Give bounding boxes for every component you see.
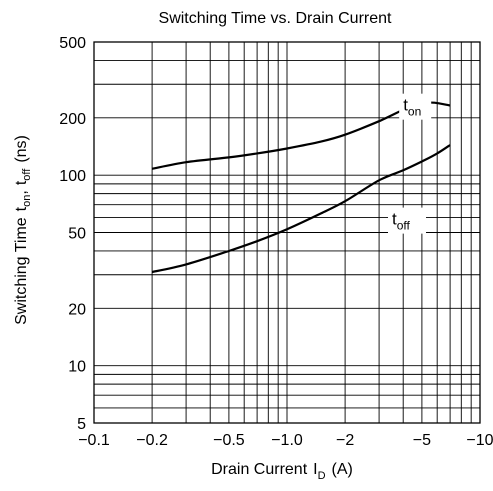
series-lines xyxy=(151,101,451,274)
x-tick-label: −10 xyxy=(466,432,493,449)
series-label-t-on: ton xyxy=(403,96,421,119)
tick-labels: −0.1 −0.2 −0.5 −1.0 −2 −5 −10 5 10 20 50 100 200 500 xyxy=(59,35,493,449)
y-tick-label: 20 xyxy=(68,301,86,318)
x-tick-label: −2 xyxy=(336,432,354,449)
y-tick-label: 200 xyxy=(59,111,86,128)
series-label-t-off: toff xyxy=(392,210,411,233)
y-axis-label: Switching Timeton,toff(ns) xyxy=(13,135,33,325)
y-tick-label: 50 xyxy=(68,226,86,243)
y-tick-label: 5 xyxy=(77,416,86,433)
x-tick-label: −0.5 xyxy=(213,432,245,449)
x-tick-label: −1.0 xyxy=(271,432,303,449)
series-label-bg xyxy=(399,93,432,120)
x-tick-label: −0.1 xyxy=(78,432,110,449)
series-labels: ton toff xyxy=(388,93,432,234)
series-line-t-off xyxy=(151,144,451,274)
chart-title: Switching Time vs. Drain Current xyxy=(159,10,393,27)
series-label-bg xyxy=(388,207,427,234)
x-tick-label: −0.2 xyxy=(136,432,168,449)
y-tick-label: 100 xyxy=(59,168,86,185)
x-tick-label: −5 xyxy=(413,432,431,449)
y-tick-label: 10 xyxy=(68,359,86,376)
y-tick-label: 500 xyxy=(59,35,86,52)
x-axis-label: Drain Current ID (A) xyxy=(211,461,353,482)
plot-frame xyxy=(93,41,481,424)
